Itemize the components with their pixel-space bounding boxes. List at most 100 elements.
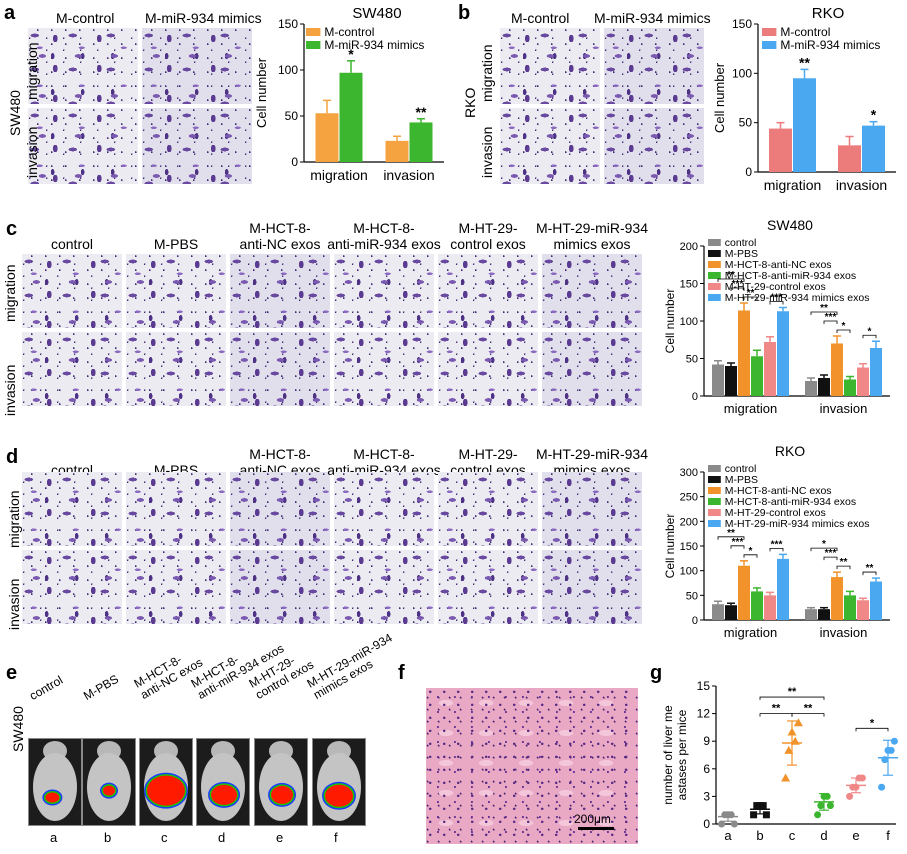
- significance-bracket: [810, 547, 838, 552]
- x-tick-label: invasion: [836, 177, 887, 193]
- data-point: [890, 737, 898, 745]
- bar: [844, 379, 856, 396]
- bar: [777, 311, 789, 396]
- col-label-line: anti-miR-934 exos: [327, 236, 441, 252]
- data-point: [846, 792, 854, 800]
- row-label-migration: migration: [2, 264, 18, 322]
- significance-bracket: [717, 536, 745, 540]
- y-tick-label: 0: [703, 817, 710, 831]
- chart-d: 0 50 100 150 200 250 300 Cell number RKO migratio…: [663, 443, 890, 640]
- bar: [777, 558, 789, 620]
- legend-label: M-HCT-8-anti-NC exos: [725, 485, 832, 497]
- col-label-line: M-HCT-8-: [353, 220, 415, 236]
- legend-swatch: [762, 28, 777, 36]
- bar: [751, 591, 763, 620]
- mouse-svg: [317, 741, 361, 821]
- mouse-letter: c: [161, 830, 168, 845]
- significance-marker: **: [820, 303, 828, 314]
- y-tick-label: 150: [680, 541, 698, 553]
- d-micrograph-migration: [542, 472, 642, 546]
- col-label-line: M-HT-29-miR-934: [535, 220, 648, 236]
- legend-swatch: [306, 28, 321, 36]
- c-micrograph-invasion: [334, 332, 434, 406]
- d-micrograph-migration: [334, 472, 434, 546]
- mouse-svg: [259, 741, 303, 821]
- y-tick-label: 0: [692, 615, 698, 627]
- significance-bracket: [730, 287, 745, 291]
- y-axis-label-line2: astases per mice: [675, 709, 689, 800]
- y-axis-label: number of liver me: [661, 705, 675, 805]
- chart-b: 0 50 100 150 Cell number RKO migration invasion…: [712, 5, 896, 193]
- x-tick-label: migration: [724, 625, 777, 640]
- chart-g: 0 3 6 9 12 15 number of liver me astases per mi…: [661, 679, 898, 843]
- data-point: [750, 811, 758, 819]
- c-micrograph-migration: [230, 254, 330, 328]
- y-tick-label: 200: [680, 516, 698, 528]
- col-label: M-control: [511, 10, 570, 26]
- data-point: [759, 802, 767, 810]
- panel-label-e: e: [6, 662, 18, 684]
- legend-swatch: [708, 465, 721, 472]
- data-point: [887, 746, 895, 754]
- y-axis-label: Cell number: [663, 289, 677, 354]
- c-micrograph-migration: [542, 254, 642, 328]
- mouse-image: [28, 738, 82, 826]
- y-tick-label: 200: [680, 241, 698, 253]
- legend-swatch: [708, 261, 721, 268]
- x-tick-label: migration: [310, 167, 368, 183]
- legend-label: M-HT-29-miR-934 mimics exos: [725, 292, 870, 304]
- mouse-col-label: M-HCT-8- anti-NC exos: [132, 645, 206, 702]
- data-point: [826, 802, 834, 810]
- c-micrograph-migration: [334, 254, 434, 328]
- row-label-invasion: invasion: [24, 126, 40, 178]
- micrograph-a-invasion-control: [28, 108, 138, 184]
- mouse-svg: [87, 741, 131, 821]
- legend-swatch: [708, 487, 721, 494]
- col-label-line: M-HT-29-: [458, 446, 518, 462]
- legend-label: M-PBS: [725, 248, 758, 260]
- significance-bracket: [862, 571, 877, 576]
- row-label-invasion: invasion: [6, 578, 22, 630]
- signal-core: [147, 775, 185, 806]
- y-tick-label: 0: [692, 391, 698, 403]
- significance-marker: **: [416, 104, 427, 120]
- bar: [339, 72, 363, 162]
- y-tick-label: 0: [291, 155, 298, 169]
- y-tick-label: 3: [703, 789, 710, 803]
- significance-bracket: [823, 556, 838, 561]
- chart-title: SW480: [352, 5, 401, 22]
- mouse-letter: e: [276, 830, 284, 845]
- bar: [870, 348, 882, 396]
- bar: [838, 145, 861, 172]
- y-tick-label: 100: [278, 63, 298, 77]
- d-micrograph-invasion: [438, 550, 538, 624]
- d-micrograph-migration: [22, 472, 122, 546]
- bar: [805, 381, 817, 396]
- bar: [818, 609, 830, 620]
- legend-label: M-HT-29-control exos: [725, 507, 826, 519]
- legend-label: M-miR-934 mimics: [324, 38, 424, 52]
- x-tick-label: migration: [764, 177, 822, 193]
- col-label-line: anti-NC exos: [239, 236, 321, 252]
- y-tick-label: 100: [680, 566, 698, 578]
- mouse-col-label-line: control: [27, 672, 66, 703]
- legend-label: M-HCT-8-anti-NC exos: [725, 259, 832, 271]
- bar: [764, 595, 776, 620]
- y-tick-label: 100: [680, 316, 698, 328]
- y-tick-label: 50: [686, 354, 698, 366]
- legend-label: M-HT-29-miR-934 mimics exos: [725, 518, 870, 530]
- d-micrograph-migration: [126, 472, 226, 546]
- y-tick-label: 9: [703, 734, 710, 748]
- c-micrograph-invasion: [542, 332, 642, 406]
- significance-marker: **: [840, 557, 848, 568]
- legend-label: control: [725, 463, 757, 475]
- he-stain-image: [426, 688, 638, 844]
- legend-label: M-miR-934 mimics: [780, 38, 880, 52]
- y-tick-label: 15: [697, 679, 711, 693]
- micrograph-a-migration-mimics: [142, 28, 252, 104]
- col-label-line: M-HT-29-: [458, 220, 518, 236]
- significance-bracket: [823, 320, 838, 324]
- legend-swatch: [708, 498, 721, 505]
- significance-bracket: [791, 713, 825, 717]
- y-tick-label: 50: [285, 109, 299, 123]
